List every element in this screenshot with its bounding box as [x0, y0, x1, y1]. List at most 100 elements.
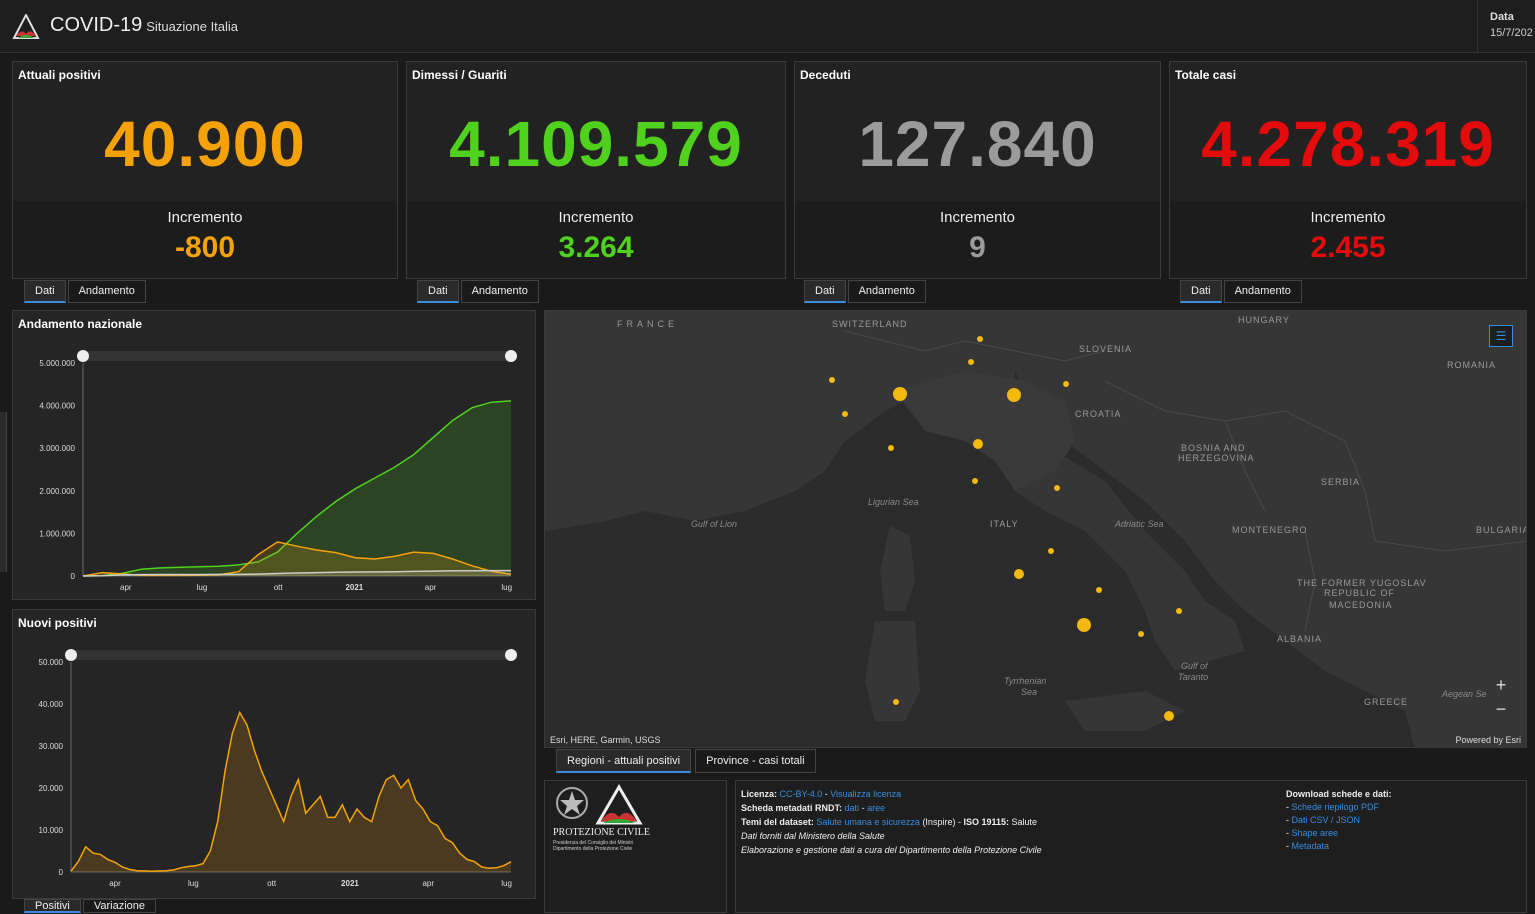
date-value: 15/7/202 — [1490, 27, 1533, 39]
zoom-in-button[interactable]: + — [1495, 675, 1507, 695]
y-tick-label: 40.000 — [39, 700, 64, 709]
card-deceduti: Deceduti 127.840 Incremento 9 — [794, 61, 1161, 279]
region-marker[interactable] — [829, 377, 835, 383]
zoom-out-button[interactable]: − — [1495, 699, 1507, 719]
info-panel: Licenza: CC-BY-4.0 - Visualizza licenza … — [735, 780, 1527, 913]
download-link[interactable]: Shape aree — [1291, 828, 1339, 838]
increment-label: Incremento — [939, 209, 1016, 226]
map-sea-label: Gulf of — [1181, 661, 1208, 671]
map-label: SWITZERLAND — [832, 319, 908, 329]
x-tick-label: apr — [120, 583, 132, 592]
download-link[interactable]: Schede riepilogo PDF — [1291, 802, 1380, 812]
range-slider-handle[interactable] — [77, 350, 89, 362]
range-slider-handle[interactable] — [65, 649, 77, 661]
app-title: COVID-19 Situazione Italia — [50, 14, 239, 36]
region-marker[interactable] — [1164, 711, 1174, 721]
range-slider-track — [71, 650, 513, 660]
region-marker[interactable] — [1007, 388, 1021, 402]
range-slider-handle[interactable] — [505, 350, 517, 362]
card-tabs-1: Dati Andamento — [24, 280, 148, 303]
tab-dati[interactable]: Dati — [804, 280, 846, 303]
metadata-dati-link[interactable]: dati — [844, 803, 860, 813]
tab-dati[interactable]: Dati — [24, 280, 66, 303]
map-sea-label: Gulf of Lion — [691, 519, 738, 529]
tab-regioni[interactable]: Regioni - attuali positivi — [556, 749, 692, 773]
logo-panel: PROTEZIONE CIVILE Presidenza del Consigl… — [544, 780, 727, 913]
map-land-svg — [545, 311, 1526, 747]
chart-tabs: Positivi Variazione — [24, 899, 158, 913]
emblem-icon — [556, 784, 643, 825]
region-marker[interactable] — [973, 439, 983, 449]
map-label: GREECE — [1364, 697, 1409, 707]
tab-andamento[interactable]: Andamento — [1223, 280, 1302, 303]
y-tick-label: 5.000.000 — [39, 359, 75, 368]
region-marker[interactable] — [1077, 618, 1091, 632]
tab-andamento[interactable]: Andamento — [460, 280, 539, 303]
italy-map[interactable]: FRANCE SWITZERLAND HUNGARY SLOVENIA ROMA… — [544, 310, 1527, 748]
region-marker[interactable] — [1054, 485, 1060, 491]
region-marker[interactable] — [1014, 569, 1024, 579]
region-marker[interactable] — [1063, 381, 1069, 387]
tab-andamento[interactable]: Andamento — [67, 280, 146, 303]
map-label: HUNGARY — [1238, 315, 1290, 325]
card-tabs-2: Dati Andamento — [417, 280, 541, 303]
region-marker[interactable] — [968, 359, 974, 365]
tab-positivi[interactable]: Positivi — [24, 899, 81, 913]
region-marker[interactable] — [972, 478, 978, 484]
license-row: Licenza: CC-BY-4.0 - Visualizza licenza — [741, 789, 902, 799]
region-markers-svg — [829, 336, 1182, 721]
region-marker[interactable] — [893, 699, 899, 705]
x-tick-label: lug — [501, 583, 512, 592]
card-value: 40.900 — [104, 108, 306, 180]
metadata-aree-link[interactable]: aree — [867, 803, 886, 813]
themes-row: Temi del dataset: Salute umana e sicurez… — [741, 817, 1038, 827]
card-value: 4.109.579 — [449, 108, 743, 180]
series-line — [82, 400, 512, 577]
map-tabs: Regioni - attuali positivi Province - ca… — [556, 749, 820, 773]
logo-sub1: Presidenza del Consiglio dei Ministri — [553, 840, 634, 846]
region-marker[interactable] — [842, 411, 848, 417]
region-marker[interactable] — [888, 445, 894, 451]
range-slider-handle[interactable] — [505, 649, 517, 661]
region-marker[interactable] — [1176, 608, 1182, 614]
tab-dati[interactable]: Dati — [417, 280, 459, 303]
increment-value: -800 — [174, 231, 236, 264]
map-label: ITALY — [990, 519, 1019, 529]
tab-dati[interactable]: Dati — [1180, 280, 1222, 303]
range-slider-track — [83, 351, 513, 361]
tab-province[interactable]: Province - casi totali — [695, 749, 816, 773]
series-line — [70, 710, 512, 872]
license-link[interactable]: CC-BY-4.0 — [779, 789, 823, 799]
view-license-link[interactable]: Visualizza licenza — [830, 789, 902, 799]
list-icon[interactable]: ☰ — [1489, 325, 1513, 347]
increment-label: Incremento — [167, 209, 243, 226]
metadata-row: Scheda metadati RNDT: dati - aree — [741, 803, 886, 813]
download-link[interactable]: Metadata — [1291, 841, 1330, 851]
side-panel-toggle[interactable] — [0, 412, 7, 572]
region-marker[interactable] — [1138, 631, 1144, 637]
map-label: ROMANIA — [1447, 360, 1497, 370]
tab-andamento[interactable]: Andamento — [847, 280, 926, 303]
x-tick-label: lug — [501, 879, 512, 888]
downloads-section: Download schede e dati: - Schede riepilo… — [1286, 789, 1392, 851]
themes-link[interactable]: Salute umana e sicurezza — [816, 817, 920, 827]
chart-nuovi-positivi: 50.000 40.000 30.000 20.000 10.000 0 apr lug ott… — [12, 609, 536, 899]
region-marker[interactable] — [893, 387, 907, 401]
map-label: MACEDONIA — [1329, 600, 1393, 610]
download-link[interactable]: Dati CSV / JSON — [1291, 815, 1361, 825]
chart-title: Nuovi positivi — [18, 616, 97, 630]
series-line — [82, 569, 511, 577]
region-marker[interactable] — [1096, 587, 1102, 593]
map-sea-label: Tyrrhenian — [1004, 676, 1047, 686]
protezione-civile-logo-icon — [12, 14, 40, 39]
y-tick-label: 1.000.000 — [39, 529, 75, 538]
increment-value: 9 — [969, 231, 986, 264]
region-marker[interactable] — [977, 336, 983, 342]
map-powered-by[interactable]: Powered by Esri — [1455, 735, 1521, 745]
card-attuali-positivi: Attuali positivi 40.900 Incremento -800 — [12, 61, 398, 279]
chart-andamento-nazionale: 5.000.000 4.000.000 3.000.000 2.000.000 1.00… — [12, 310, 536, 600]
region-marker[interactable] — [1048, 548, 1054, 554]
map-label: SERBIA — [1321, 477, 1361, 487]
tab-variazione[interactable]: Variazione — [82, 899, 157, 913]
processing-row: Elaborazione e gestione dati a cura del … — [741, 845, 1042, 855]
